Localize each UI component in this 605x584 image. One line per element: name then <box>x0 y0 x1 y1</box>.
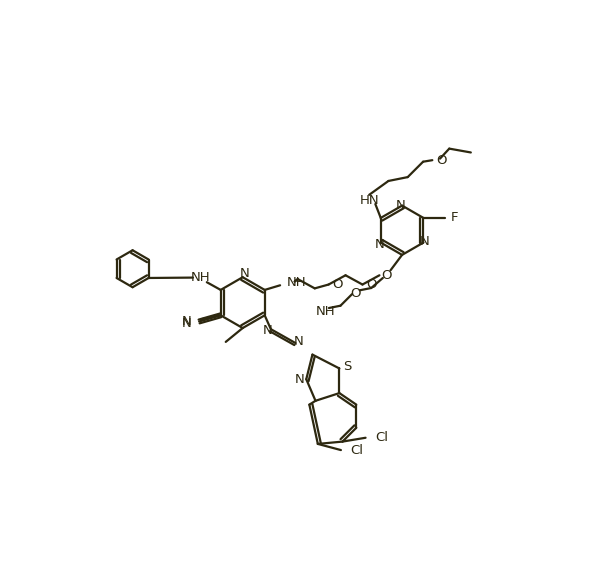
Text: F: F <box>451 211 459 224</box>
Text: S: S <box>343 360 352 373</box>
Text: NH: NH <box>191 271 211 284</box>
Text: N: N <box>396 199 405 212</box>
Text: O: O <box>351 287 361 300</box>
Text: Cl: Cl <box>375 431 388 444</box>
Text: O: O <box>333 278 343 291</box>
Text: N: N <box>374 238 384 251</box>
Text: N: N <box>293 335 304 348</box>
Text: N: N <box>182 317 191 329</box>
Text: NH: NH <box>286 276 306 288</box>
Text: N: N <box>420 235 430 248</box>
Text: N: N <box>295 373 305 386</box>
Text: N: N <box>240 267 250 280</box>
Text: O: O <box>436 154 446 166</box>
Text: N: N <box>263 324 273 337</box>
Text: O: O <box>367 278 377 291</box>
Text: HN: HN <box>359 194 379 207</box>
Text: N: N <box>182 315 191 328</box>
Text: O: O <box>381 269 392 282</box>
Text: Cl: Cl <box>350 444 363 457</box>
Text: NH: NH <box>315 305 335 318</box>
